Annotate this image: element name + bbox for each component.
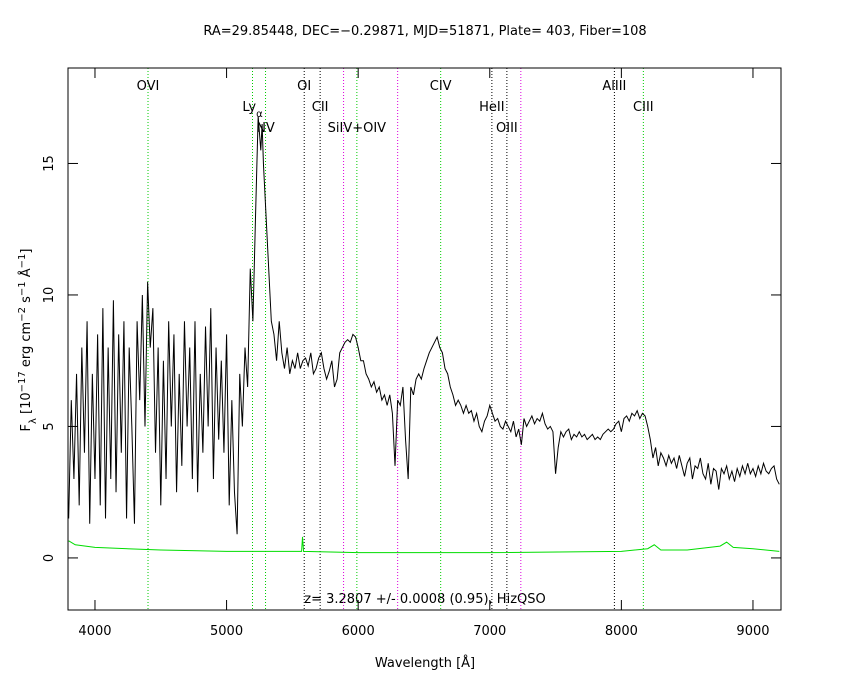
- x-tick-label: 9000: [736, 624, 769, 639]
- emission-line-label: CIII: [633, 100, 654, 115]
- emission-line-label: HeII: [479, 100, 504, 115]
- line-label-sub: α: [256, 109, 263, 120]
- y-label-part: [10: [19, 392, 34, 418]
- line-label-text: AlIII: [602, 79, 626, 94]
- x-tick-label: 5000: [210, 624, 243, 639]
- line-label-text: HeII: [479, 100, 504, 115]
- emission-line-label: CIV: [430, 79, 452, 94]
- y-label-part: s: [19, 296, 34, 307]
- emission-line-label: OVI: [137, 79, 160, 94]
- emission-line-label: OIII: [496, 121, 518, 136]
- emission-line-label: AlIII: [602, 79, 626, 94]
- spectrum-line: [68, 116, 780, 535]
- line-label-text: OI: [297, 79, 311, 94]
- x-tick-label: 6000: [342, 624, 375, 639]
- y-label-part: −1: [17, 254, 28, 269]
- y-label-part: F: [19, 424, 34, 431]
- chart-title: RA=29.85448, DEC=−0.29871, MJD=51871, Pl…: [203, 24, 646, 39]
- line-label-text: CIV: [430, 79, 452, 94]
- x-axis-label: Wavelength [Å]: [375, 655, 475, 671]
- y-label-part: Å: [18, 268, 34, 281]
- y-label-part: ]: [19, 249, 34, 254]
- y-tick-label: 10: [42, 287, 57, 304]
- emission-line-label: NV: [256, 121, 275, 136]
- line-label-text: SiIV+OIV: [328, 121, 387, 136]
- y-label-part: erg cm: [19, 322, 34, 371]
- x-tick-label: 8000: [605, 624, 638, 639]
- x-tick-label: 7000: [473, 624, 506, 639]
- line-label-text: OVI: [137, 79, 160, 94]
- line-label-text: CIII: [633, 100, 654, 115]
- x-tick-label: 4000: [78, 624, 111, 639]
- emission-line-label: SiIV+OIV: [328, 121, 387, 136]
- emission-line-label: Lyα: [242, 100, 263, 120]
- line-label-text: NV: [256, 121, 275, 136]
- y-label-part: λ: [28, 418, 39, 424]
- y-label-part: −2: [17, 307, 28, 322]
- line-label-text: CII: [312, 100, 329, 115]
- line-label-text: OIII: [496, 121, 518, 136]
- spectrum-line: [68, 536, 780, 554]
- y-tick-label: 5: [42, 422, 57, 430]
- line-label-text: Ly: [242, 100, 256, 115]
- y-label-part: −17: [17, 371, 28, 392]
- y-tick-label: 15: [42, 155, 57, 172]
- y-label-part: −1: [17, 281, 28, 296]
- emission-line-label: OI: [297, 79, 311, 94]
- plot-frame: [67, 67, 782, 611]
- y-axis-label: Fλ [10−17 erg cm−2 s−1 Å−1]: [17, 249, 39, 432]
- y-tick-label: 0: [42, 554, 57, 562]
- redshift-annotation: z= 3.2807 +/- 0.0008 (0.95), HizQSO: [304, 592, 545, 607]
- emission-line-label: CII: [312, 100, 329, 115]
